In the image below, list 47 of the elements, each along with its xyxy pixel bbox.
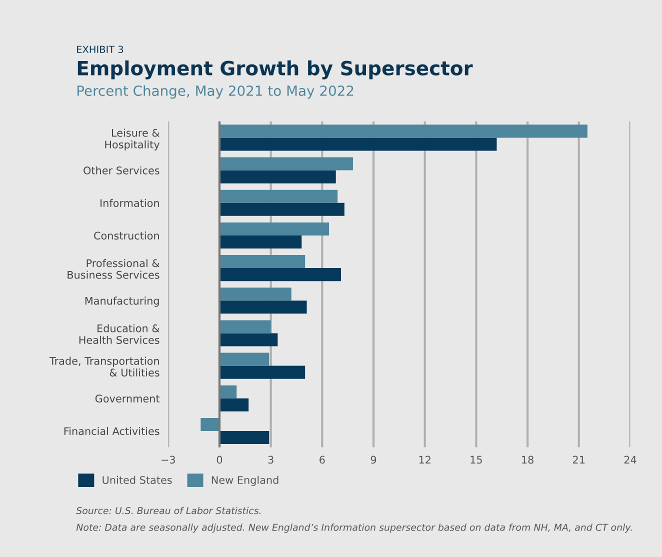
x-tick-label: 0 (216, 456, 222, 464)
bar (219, 385, 237, 398)
bar (219, 430, 270, 444)
bar (219, 398, 249, 412)
text: EXHIBIT 3 (77, 46, 124, 54)
x-tick-label: 9 (370, 456, 376, 464)
bar (219, 138, 497, 151)
x-tick-label: 21 (573, 456, 585, 464)
x-tick-label: 24 (624, 456, 636, 464)
x-tick-label: 15 (470, 456, 482, 464)
y-tick-label: Government (95, 394, 160, 402)
bar (219, 222, 330, 236)
bar (219, 320, 271, 334)
x-tick-label: 18 (522, 456, 534, 464)
bar (219, 300, 307, 314)
source-note: Source: U.S. Bureau of Labor Statistics. (76, 506, 261, 514)
y-tick-label: Other Services (84, 166, 160, 174)
chart-title: Employment Growth by Supersector (78, 60, 473, 80)
bar (219, 124, 588, 138)
y-tick-label: Financial Activities (64, 427, 160, 436)
text: Note: Data are seasonally adjusted. New England’s Information supersector based on data from NH, MA, and CT only. (76, 524, 632, 533)
bar (219, 170, 336, 184)
bar (219, 190, 338, 203)
y-tick-label: Professional & Business Services (68, 259, 160, 279)
y-tick-label: Manufacturing (85, 296, 159, 307)
bar (219, 255, 306, 268)
legend-label: New England (212, 476, 278, 486)
bar (219, 268, 341, 282)
bar (219, 352, 270, 366)
chart-subtitle: Percent Change, May 2021 to May 2022 (77, 85, 354, 99)
y-tick-label: Information (100, 198, 159, 207)
x-tick-label: 12 (419, 456, 430, 464)
y-tick-label: Construction (94, 232, 159, 240)
y-tick-label: Education & Health Services (79, 324, 160, 344)
x-tick-label: 6 (320, 456, 325, 464)
bar (219, 288, 292, 301)
bar (219, 366, 306, 379)
bar (219, 235, 302, 249)
x-tick-label: −3 (162, 456, 175, 464)
y-tick-label: Leisure & Hospitality (105, 128, 160, 150)
y-tick-label: Trade, Transportation & Utilities (49, 356, 160, 377)
bar (219, 157, 353, 170)
bar (200, 418, 220, 431)
bar (219, 333, 278, 346)
bar (219, 202, 344, 216)
x-tick-label: 3 (268, 456, 274, 464)
legend-label: United States (102, 476, 172, 484)
